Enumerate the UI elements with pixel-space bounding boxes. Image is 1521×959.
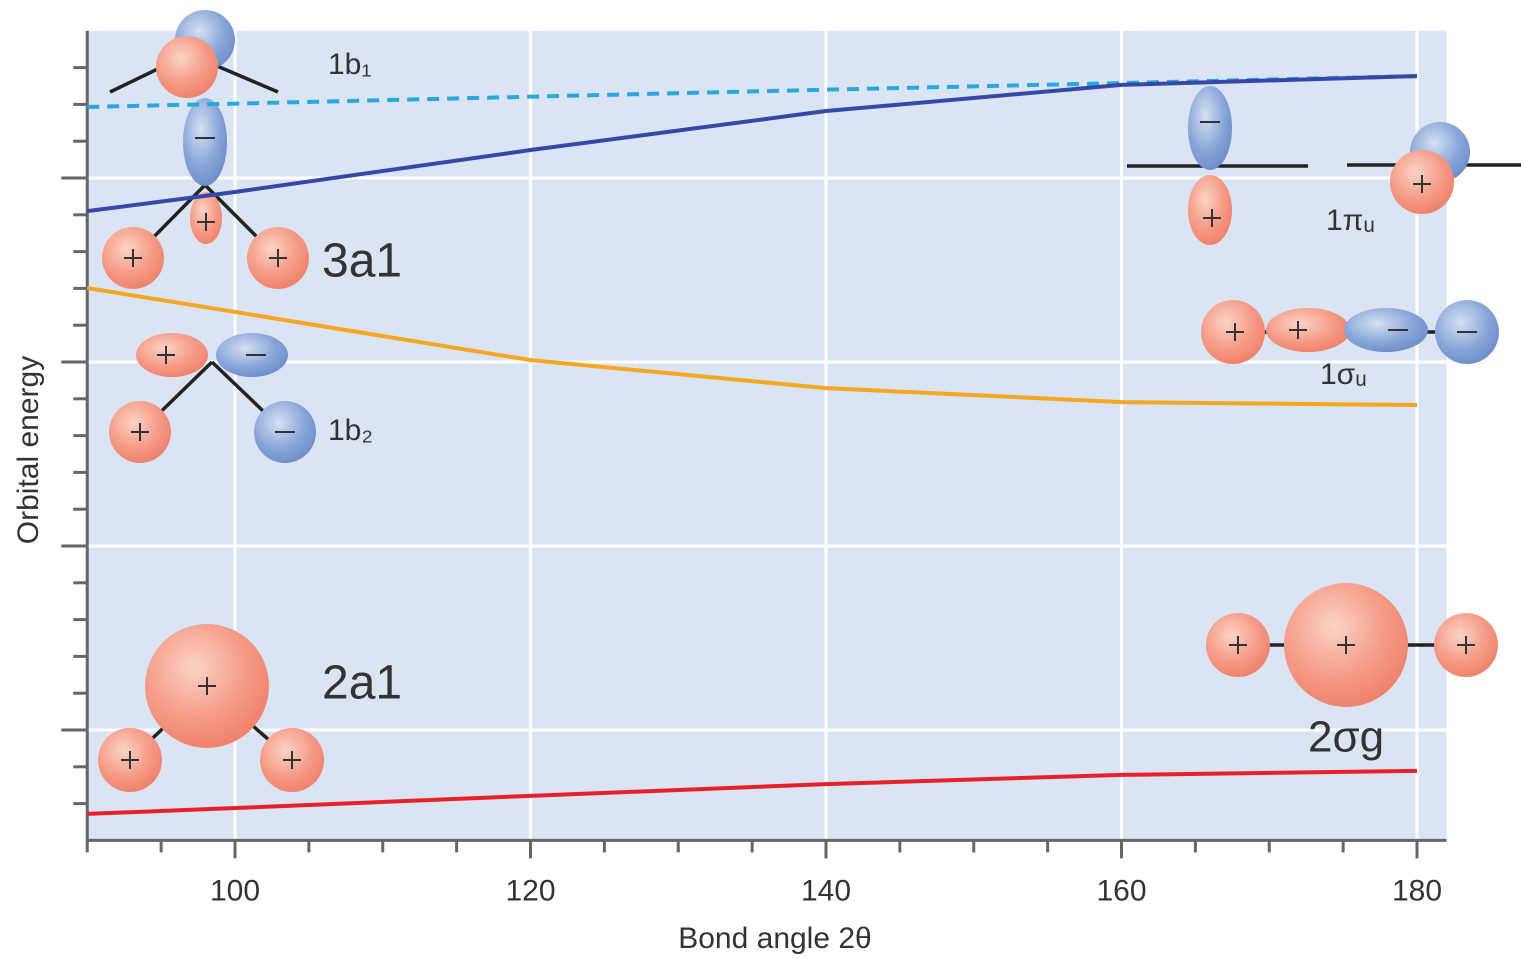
orbital-lobe [1188,175,1232,245]
series-label: 3a1 [322,235,402,288]
series-line [86,286,1418,408]
series-line [87,768,1418,816]
plus-sign [269,249,287,267]
plus-sign [1229,636,1247,654]
orbital-lobe [1188,86,1232,170]
plus-sign [1457,636,1475,654]
plus-sign [124,249,142,267]
plus-sign [131,423,149,441]
orbital-lobe [1266,308,1350,352]
series-label: 1b₁ [328,48,372,81]
orbital-lobe [1344,308,1428,352]
plus-sign [1226,323,1244,341]
series-label: 2a1 [322,657,402,710]
x-tick-label: 140 [801,874,851,907]
plus-sign [1289,321,1307,339]
orbital-pictograms [98,10,1521,792]
x-tick-label: 100 [210,874,260,907]
plus-sign [283,751,301,769]
plus-sign [1337,636,1355,654]
plus-sign [157,346,175,364]
orbital-label: 1πᵤ [1326,204,1375,237]
y-axis-label: Orbital energy [12,356,45,544]
orbital-lobe [183,98,227,186]
series-line [86,74,1418,214]
x-axis-label: Bond angle 2θ [678,922,872,955]
series-label: 1b₂ [328,414,373,447]
orbital-label: 1σᵤ [1320,358,1367,391]
plus-sign [121,751,139,769]
plus-sign [197,213,215,231]
plus-sign [1203,209,1221,227]
x-tick-label: 120 [505,874,555,907]
x-tick-label: 180 [1392,874,1442,907]
orbital-lobe [156,36,218,98]
orbital-label: 2σg [1308,713,1384,762]
bond [209,61,279,94]
plus-sign [198,677,216,695]
plus-sign [1413,175,1431,193]
x-tick-label: 160 [1096,874,1146,907]
